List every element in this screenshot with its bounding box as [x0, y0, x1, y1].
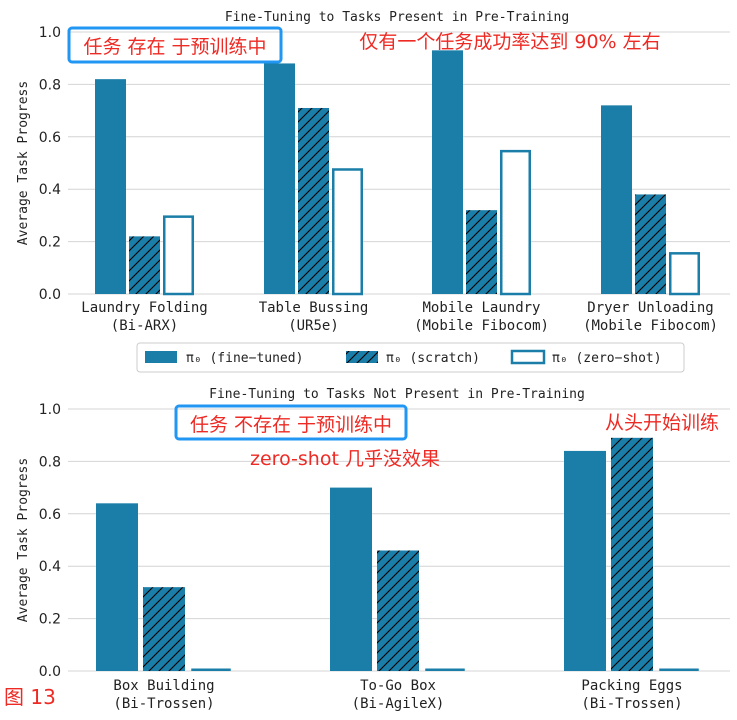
chart-bottom: Fine-Tuning to Tasks Not Present in Pre-… [16, 387, 730, 712]
bar-scratch [298, 107, 329, 294]
bottom-annotation-box-text: 任务 不存在 于预训练中 [190, 414, 392, 436]
x-tick-label: Laundry Folding [81, 300, 207, 316]
chart-top-x-labels: Laundry Folding (Bi-ARX) Table Bussing (UR5… [81, 300, 718, 334]
top-annotation-box-text: 任务 存在 于预训练中 [83, 36, 266, 58]
y-tick-label: 0.6 [39, 507, 61, 523]
bar-scratch [129, 236, 160, 294]
y-tick-label: 0.4 [39, 559, 61, 575]
bar-fine-tuned [432, 50, 463, 295]
y-tick-label: 0.8 [39, 454, 61, 470]
bar-zero-shot [659, 668, 699, 671]
y-tick-label: 0.0 [39, 664, 61, 680]
x-tick-label: Dryer Unloading [587, 300, 713, 316]
bar-scratch [466, 210, 497, 294]
bottom-annotation-box [174, 404, 408, 441]
bar-zero-shot [332, 168, 363, 296]
bar-scratch [143, 587, 185, 671]
chart-top-ylabel: Average Task Progress [16, 81, 31, 245]
x-tick-label: To-Go Box [360, 678, 436, 694]
legend-swatch-fine-tuned [145, 351, 177, 363]
x-tick-label: Mobile Laundry [422, 300, 540, 316]
bar-zero-shot [669, 252, 700, 296]
bar-fine-tuned [264, 63, 295, 294]
legend-frame [136, 342, 685, 373]
bar-fine-tuned [95, 79, 126, 294]
bar-zero-shot [163, 215, 194, 296]
bar-fine-tuned [330, 487, 372, 671]
chart-top-title: Fine-Tuning to Tasks Present in Pre-Trai… [225, 10, 569, 25]
chart-bottom-ylabel: Average Task Progress [16, 458, 31, 622]
top-annotation-box [67, 26, 283, 64]
chart-bottom-bars [96, 437, 699, 671]
legend-swatch-scratch [346, 351, 378, 363]
bottom-annotation-note-2: 从头开始训练 [605, 412, 719, 434]
bar-fine-tuned [601, 105, 632, 294]
chart-top-bars [95, 50, 700, 296]
legend-label-fine-tuned: π₀ (fine−tuned) [186, 351, 303, 366]
bar-scratch [635, 194, 666, 294]
x-tick-label: (UR5e) [288, 318, 339, 334]
y-tick-label: 0.2 [39, 235, 61, 251]
legend-swatch-zero-shot [510, 349, 546, 365]
bar-scratch [377, 550, 419, 671]
legend-label-zero-shot: π₀ (zero−shot) [552, 351, 662, 366]
y-tick-label: 0.4 [39, 182, 61, 198]
chart-bottom-y-ticks: 0.0 0.2 0.4 0.6 0.8 1.0 [39, 402, 61, 680]
y-tick-label: 1.0 [39, 25, 61, 41]
chart-bottom-title: Fine-Tuning to Tasks Not Present in Pre-… [209, 387, 585, 402]
bar-zero-shot [425, 668, 465, 671]
bar-zero-shot [500, 149, 531, 296]
x-tick-label: (Bi-ARX) [111, 318, 178, 334]
x-tick-label: Packing Eggs [581, 678, 682, 694]
bar-fine-tuned [564, 450, 606, 671]
bar-scratch [611, 437, 653, 671]
chart-top-y-ticks: 0.0 0.2 0.4 0.6 0.8 1.0 [39, 25, 61, 303]
chart-bottom-x-labels: Box Building (Bi-Trossen) To-Go Box (Bi-Agi… [113, 678, 682, 712]
x-tick-label: Box Building [113, 678, 214, 694]
legend: π₀ (fine−tuned) π₀ (scratch) π₀ (zero−sh… [136, 342, 685, 373]
top-annotation-note: 仅有一个任务成功率达到 90% 左右 [359, 31, 660, 53]
y-tick-label: 0.0 [39, 287, 61, 303]
x-tick-label: (Bi-AgileX) [352, 696, 445, 712]
x-tick-label: Table Bussing [259, 300, 369, 316]
y-tick-label: 1.0 [39, 402, 61, 418]
bar-zero-shot [191, 668, 231, 671]
y-tick-label: 0.8 [39, 77, 61, 93]
bottom-annotation-note: zero-shot 几乎没效果 [250, 448, 440, 470]
y-tick-label: 0.6 [39, 130, 61, 146]
x-tick-label: (Bi-Trossen) [113, 696, 214, 712]
x-tick-label: (Mobile Fibocom) [583, 318, 718, 334]
x-tick-label: (Bi-Trossen) [581, 696, 682, 712]
legend-label-scratch: π₀ (scratch) [386, 351, 480, 366]
figure-label: 图 13 [4, 685, 56, 709]
y-tick-label: 0.2 [39, 612, 61, 628]
x-tick-label: (Mobile Fibocom) [414, 318, 549, 334]
bar-fine-tuned [96, 503, 138, 671]
chart-top: Fine-Tuning to Tasks Present in Pre-Trai… [16, 10, 730, 373]
